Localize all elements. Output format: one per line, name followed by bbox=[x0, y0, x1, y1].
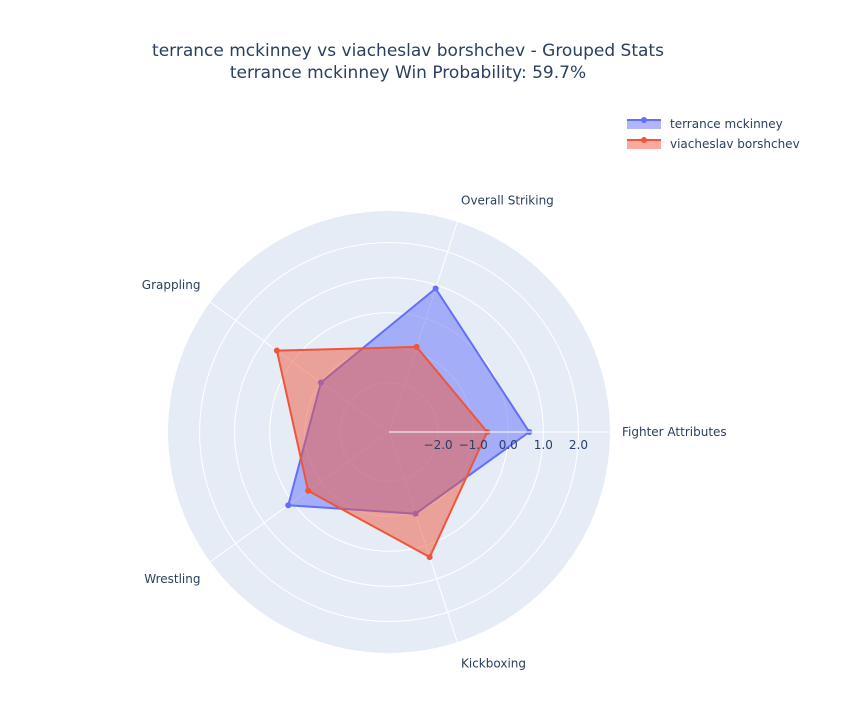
series-1-point-4[interactable] bbox=[285, 502, 292, 509]
radial-tick-label-5: 2.0 bbox=[569, 438, 588, 452]
legend-item-series-1[interactable]: terrance mckinney bbox=[626, 114, 800, 134]
radial-ticks: −2.0 −1.0 0.0 1.0 2.0 bbox=[389, 431, 610, 452]
legend-swatch-series-2 bbox=[627, 137, 661, 149]
series-2-point-3[interactable] bbox=[273, 347, 280, 354]
chart-title-line2: terrance mckinney Win Probability: 59.7% bbox=[229, 63, 587, 83]
series-2-point-4[interactable] bbox=[305, 487, 312, 494]
legend-label-series-1: terrance mckinney bbox=[670, 117, 783, 131]
category-label-5: Kickboxing bbox=[461, 657, 526, 671]
legend: terrance mckinney viacheslav borshchev bbox=[626, 114, 800, 154]
category-label-3: Grappling bbox=[142, 278, 201, 292]
radial-tick-label-2: −1.0 bbox=[459, 438, 488, 452]
radial-tick-label-1: −2.0 bbox=[424, 438, 453, 452]
series-layer bbox=[273, 285, 533, 561]
category-label-2: Overall Striking bbox=[461, 193, 554, 207]
angular-labels: Fighter Attributes Overall Striking Grappl… bbox=[142, 193, 727, 670]
legend-swatch-series-1 bbox=[627, 117, 661, 129]
radial-tick-label-3: 0.0 bbox=[499, 438, 518, 452]
radial-tick-label-4: 1.0 bbox=[534, 438, 553, 452]
legend-item-series-2[interactable]: viacheslav borshchev bbox=[626, 134, 800, 154]
legend-label-series-2: viacheslav borshchev bbox=[670, 137, 800, 151]
chart-title-line1: terrance mckinney vs viacheslav borshche… bbox=[152, 41, 664, 61]
series-2-point-2[interactable] bbox=[413, 343, 420, 350]
series-area-2 bbox=[275, 345, 489, 559]
category-label-4: Wrestling bbox=[144, 572, 200, 586]
series-2-point-5[interactable] bbox=[426, 554, 433, 561]
category-label-1: Fighter Attributes bbox=[622, 425, 727, 439]
series-1-point-2[interactable] bbox=[432, 285, 439, 292]
chart-title: terrance mckinney vs viacheslav borshche… bbox=[0, 40, 816, 84]
